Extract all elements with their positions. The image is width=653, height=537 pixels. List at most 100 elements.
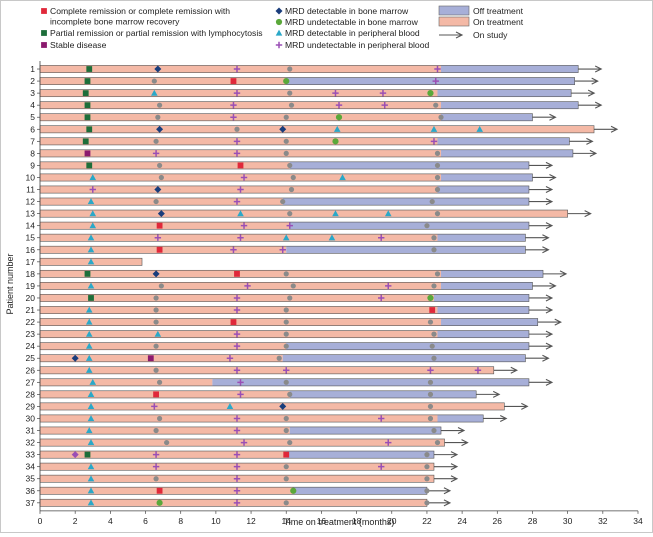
event-marker-pb_u (335, 101, 343, 109)
y-tick-label: 7 (30, 136, 35, 146)
patient-row-28 (39, 390, 501, 399)
event-marker-pb_d (87, 499, 95, 506)
event-marker-dot (287, 162, 293, 169)
event-marker-pb_d (237, 210, 244, 217)
on-study-arrow (572, 149, 598, 157)
event-marker-dot (157, 379, 163, 385)
event-marker-pb_u (152, 451, 160, 458)
legend-item-mrd_bm_undetect: MRD undetectable in bone marrow (275, 17, 419, 27)
off-treatment-bar (441, 318, 538, 326)
off-treatment-bar (437, 306, 529, 314)
event-marker-dot (434, 439, 441, 446)
off-treatment-bar (433, 294, 529, 302)
x-tick-label: 10 (211, 516, 221, 526)
on-study-arrow (574, 77, 599, 85)
y-tick-label: 11 (26, 185, 35, 195)
on-study-arrow (532, 282, 557, 290)
event-marker-pr (84, 114, 91, 121)
event-marker-dot (424, 476, 430, 482)
on-study-arrow (528, 342, 554, 350)
event-marker-pb_u (89, 186, 96, 193)
legend-item-cr: Complete remission or complete remission… (41, 6, 230, 27)
event-marker-cr (234, 270, 240, 277)
event-marker-pb_d (384, 210, 392, 217)
event-marker-pb_d (87, 282, 95, 289)
event-marker-pr (88, 295, 94, 301)
on-treatment-bar (40, 149, 442, 157)
patient-row-5 (39, 113, 557, 122)
event-marker-pb_u (432, 77, 439, 85)
event-marker-pb_u (474, 367, 482, 374)
patient-row-11 (39, 185, 554, 194)
x-tick-label: 30 (563, 516, 573, 526)
y-tick-label: 29 (26, 401, 36, 411)
x-tick-label: 14 (282, 516, 292, 526)
event-marker-sd (84, 150, 91, 157)
event-marker-pb_u (237, 186, 244, 193)
legend: Complete remission or complete remission… (41, 5, 524, 50)
y-tick-label: 1 (30, 64, 35, 74)
event-marker-pb_u (434, 65, 441, 73)
off-treatment-bar (441, 113, 533, 121)
event-marker-pb_u (233, 150, 241, 157)
event-marker-bm_u (283, 77, 290, 85)
off-treatment-bar (437, 185, 529, 194)
y-tick-label: 13 (26, 209, 36, 219)
patient-row-4 (39, 101, 603, 110)
event-marker-pb_u (286, 222, 293, 229)
legend-label-off_treatment: Off treatment (473, 6, 524, 16)
off-treatment-bar (441, 282, 533, 290)
plot-area (39, 65, 619, 507)
on-study-arrow (525, 234, 550, 242)
event-marker-pb_u (378, 463, 385, 470)
event-marker-pb_u (154, 234, 162, 241)
patient-row-23 (39, 330, 554, 339)
event-marker-dot (434, 174, 441, 181)
event-marker-dot (427, 379, 434, 385)
legend-item-mrd_pb_undetect: MRD undetectable in peripheral blood (275, 40, 429, 50)
event-marker-pb_d (87, 463, 95, 470)
patient-row-31 (39, 426, 466, 435)
event-marker-pb_u (381, 101, 388, 109)
event-marker-pb_u (237, 391, 244, 398)
legend-arrow-on-study (439, 31, 464, 39)
y-tick-label: 12 (26, 197, 36, 207)
on-study-arrow (532, 113, 557, 121)
event-marker-dot (283, 319, 289, 325)
event-marker-pb_u (385, 439, 392, 446)
y-tick-label: 25 (26, 353, 36, 363)
event-marker-pb_u (240, 439, 248, 446)
event-marker-dot (424, 488, 430, 494)
on-treatment-bar (40, 161, 290, 170)
y-tick-label: 16 (26, 245, 36, 255)
off-treatment-bar (286, 77, 575, 85)
event-marker-dot (290, 174, 296, 181)
event-marker-dot (287, 391, 293, 397)
y-tick-label: 17 (26, 257, 36, 267)
y-tick-label: 37 (26, 498, 36, 508)
legend-label-mrd_pb_undetect: MRD undetectable in peripheral blood (285, 40, 429, 50)
patient-row-2 (39, 77, 599, 85)
event-marker-dot (283, 307, 289, 313)
event-marker-dot (283, 415, 289, 422)
event-marker-dot (287, 295, 293, 301)
y-tick-label: 28 (26, 389, 36, 399)
event-marker-bm_d (71, 354, 79, 362)
off-treatment-bar (289, 426, 442, 435)
off-treatment-bar (441, 101, 579, 109)
event-marker-bm_u (332, 138, 339, 145)
on-study-arrow (578, 101, 603, 109)
on-treatment-bar (40, 270, 442, 278)
on-treatment-bar (40, 390, 290, 398)
off-treatment-bar (289, 390, 477, 398)
event-marker-pb_u (378, 294, 385, 302)
off-treatment-bar (437, 330, 529, 338)
patient-row-16 (39, 245, 550, 254)
event-marker-dot (283, 331, 289, 337)
event-marker-bm_d (279, 402, 287, 410)
y-tick-label: 20 (26, 293, 36, 303)
x-axis: 0 2 4 6 8 10 12 14 16 18 20 22 24 26 28 30 32 34 (38, 510, 643, 526)
on-study-arrow (433, 475, 459, 483)
on-study-arrow (528, 186, 554, 194)
on-study-arrow (567, 210, 592, 218)
